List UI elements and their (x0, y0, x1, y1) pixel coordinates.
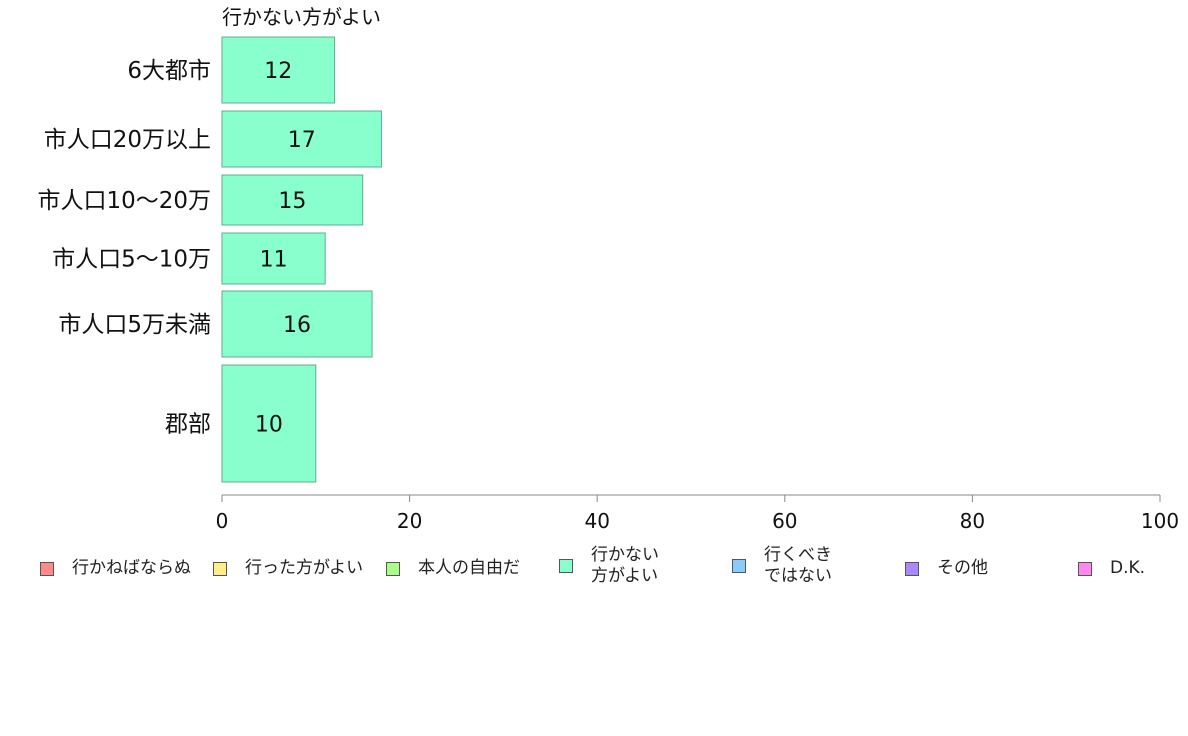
chart-title: 行かない方がよい (222, 5, 381, 29)
legend-swatch (905, 561, 919, 576)
data-label: 12 (264, 59, 292, 84)
legend-item: 行った方がよい (213, 558, 363, 579)
legend-swatch (40, 561, 54, 576)
x-tick-label: 40 (584, 509, 609, 533)
category-label: 6大都市 (127, 58, 211, 84)
legend-swatch (559, 559, 573, 573)
x-tick-label: 100 (1141, 509, 1179, 533)
data-label: 15 (278, 189, 306, 214)
category-label: 市人口20万以上 (44, 127, 211, 153)
legend-label: 行かない 方がよい (591, 545, 659, 586)
data-label: 11 (260, 248, 288, 273)
legend-swatch (213, 561, 227, 576)
legend-item: 行くべき ではない (732, 545, 832, 587)
bar (221, 290, 373, 358)
legend-swatch (732, 559, 746, 573)
data-label: 16 (283, 313, 311, 338)
category-label: 郡部 (165, 412, 211, 438)
legend-item: その他 (905, 558, 988, 579)
x-tick-label: 80 (960, 509, 985, 533)
bar (221, 36, 336, 104)
legend-item: 行かねばならぬ (40, 558, 191, 579)
legend: 行かねばならぬ 行った方がよい 本人の自由だ 行かない 方がよい 行くべき では… (0, 540, 1188, 600)
bar (221, 110, 382, 168)
legend-label: 行かねばならぬ (72, 558, 191, 578)
bar (221, 364, 317, 483)
legend-label: D.K. (1110, 558, 1146, 578)
legend-item: D.K. (1078, 558, 1145, 579)
category-label: 市人口5万未満 (58, 312, 211, 338)
x-tick-label: 0 (216, 509, 229, 533)
legend-label: その他 (937, 558, 988, 578)
bar (221, 174, 364, 226)
legend-label: 行った方がよい (245, 558, 364, 578)
x-tick-label: 20 (397, 509, 422, 533)
x-tick-label: 60 (772, 509, 797, 533)
bar-chart: 行かない方がよい 6大都市 12 市人口20万以上 17 市人口10〜20万 15 市人口5… (37, 5, 1179, 533)
data-label: 17 (288, 128, 316, 153)
legend-swatch (1078, 561, 1092, 576)
data-label: 10 (255, 413, 283, 438)
category-label: 市人口5〜10万 (52, 247, 211, 273)
legend-item: 行かない 方がよい (559, 545, 659, 587)
legend-item: 本人の自由だ (386, 558, 520, 579)
legend-swatch (386, 561, 400, 576)
legend-label: 本人の自由だ (418, 558, 520, 578)
bar (221, 232, 326, 285)
category-label: 市人口10〜20万 (37, 188, 211, 214)
legend-label: 行くべき ではない (764, 545, 832, 586)
